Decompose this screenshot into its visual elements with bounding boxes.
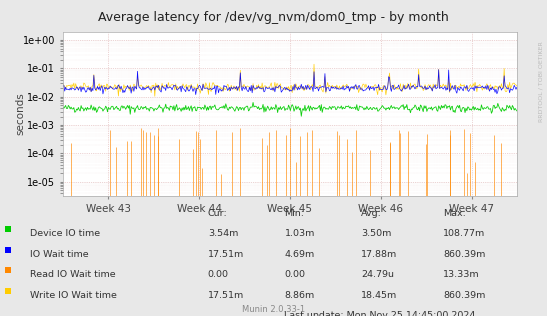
Text: Read IO Wait time: Read IO Wait time	[30, 270, 116, 279]
Text: Avg:: Avg:	[361, 209, 382, 217]
Text: Min:: Min:	[284, 209, 305, 217]
Text: 108.77m: 108.77m	[443, 229, 485, 238]
Text: 17.51m: 17.51m	[208, 250, 244, 258]
Text: Cur:: Cur:	[208, 209, 228, 217]
Text: 24.79u: 24.79u	[361, 270, 394, 279]
Text: 18.45m: 18.45m	[361, 291, 397, 300]
Text: IO Wait time: IO Wait time	[30, 250, 89, 258]
Text: Write IO Wait time: Write IO Wait time	[30, 291, 117, 300]
Text: 4.69m: 4.69m	[284, 250, 315, 258]
Text: RRDTOOL / TOBI OETIKER: RRDTOOL / TOBI OETIKER	[538, 41, 543, 122]
Text: 3.50m: 3.50m	[361, 229, 392, 238]
Text: 13.33m: 13.33m	[443, 270, 480, 279]
Text: 3.54m: 3.54m	[208, 229, 238, 238]
Y-axis label: seconds: seconds	[15, 92, 25, 135]
Text: 0.00: 0.00	[208, 270, 229, 279]
Text: 17.88m: 17.88m	[361, 250, 397, 258]
Text: 0.00: 0.00	[284, 270, 305, 279]
Text: 860.39m: 860.39m	[443, 250, 485, 258]
Text: Device IO time: Device IO time	[30, 229, 100, 238]
Text: 1.03m: 1.03m	[284, 229, 315, 238]
Text: 17.51m: 17.51m	[208, 291, 244, 300]
Text: Last update: Mon Nov 25 14:45:00 2024: Last update: Mon Nov 25 14:45:00 2024	[284, 311, 476, 316]
Text: Max:: Max:	[443, 209, 466, 217]
Text: Average latency for /dev/vg_nvm/dom0_tmp - by month: Average latency for /dev/vg_nvm/dom0_tmp…	[98, 11, 449, 24]
Text: 8.86m: 8.86m	[284, 291, 315, 300]
Text: Munin 2.0.33-1: Munin 2.0.33-1	[242, 306, 305, 314]
Text: 860.39m: 860.39m	[443, 291, 485, 300]
